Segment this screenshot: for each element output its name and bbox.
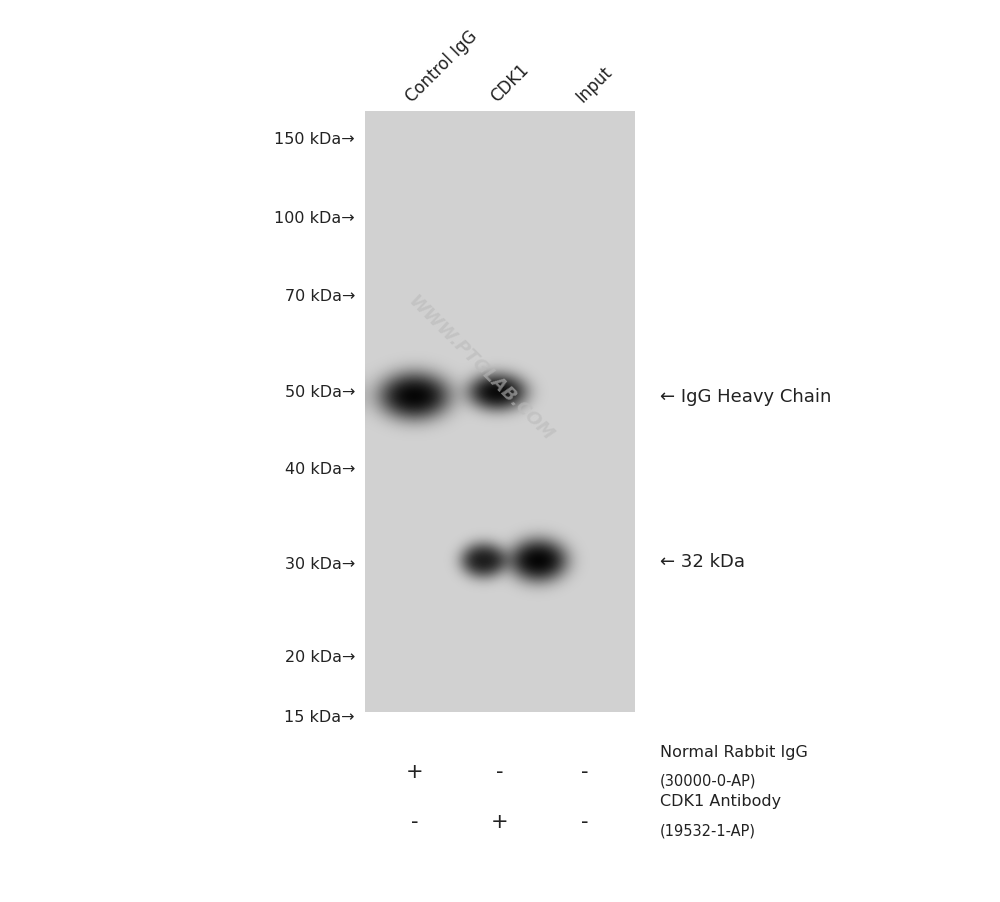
Text: -: -	[581, 761, 589, 781]
Text: Normal Rabbit IgG: Normal Rabbit IgG	[660, 744, 808, 759]
Text: +: +	[406, 761, 424, 781]
Bar	[365, 113, 635, 713]
Text: -: -	[411, 811, 419, 831]
Text: Control IgG: Control IgG	[402, 27, 481, 106]
Text: +: +	[491, 811, 509, 831]
Text: 50 kDa→: 50 kDa→	[285, 385, 355, 400]
Text: -: -	[496, 761, 504, 781]
Text: 30 kDa→: 30 kDa→	[285, 557, 355, 571]
Text: 15 kDa→: 15 kDa→	[285, 710, 355, 724]
Text: (19532-1-AP): (19532-1-AP)	[660, 823, 756, 837]
Text: WWW.PTGLAB.COM: WWW.PTGLAB.COM	[404, 291, 556, 444]
Text: 100 kDa→: 100 kDa→	[274, 211, 355, 226]
Text: 150 kDa→: 150 kDa→	[274, 133, 355, 147]
Text: ← 32 kDa: ← 32 kDa	[660, 552, 745, 570]
Text: 40 kDa→: 40 kDa→	[285, 462, 355, 476]
Text: ← IgG Heavy Chain: ← IgG Heavy Chain	[660, 388, 831, 406]
Text: Input: Input	[572, 62, 615, 106]
Text: CDK1: CDK1	[487, 60, 532, 106]
Text: (30000-0-AP): (30000-0-AP)	[660, 773, 757, 787]
Text: CDK1 Antibody: CDK1 Antibody	[660, 794, 781, 808]
Text: 70 kDa→: 70 kDa→	[285, 289, 355, 303]
Text: -: -	[581, 811, 589, 831]
Text: 20 kDa→: 20 kDa→	[285, 649, 355, 664]
